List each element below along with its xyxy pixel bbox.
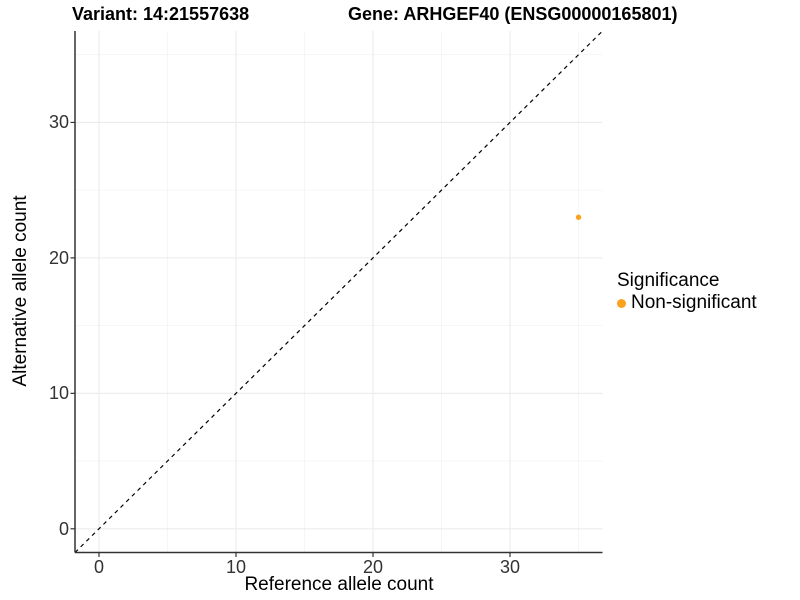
x-tick-label: 0 bbox=[93, 557, 104, 577]
y-tick-label: 30 bbox=[48, 112, 69, 133]
x-tick-label: 10 bbox=[225, 557, 246, 577]
x-axis-title: Reference allele count bbox=[244, 574, 434, 595]
identity-line bbox=[74, 30, 603, 553]
data-point bbox=[575, 214, 582, 220]
plot-title-variant: Variant: 14:21557638 bbox=[72, 4, 250, 24]
y-axis-title: Alternative allele count bbox=[10, 195, 31, 387]
y-tick-label: 10 bbox=[48, 383, 69, 404]
legend-key-dot-icon bbox=[617, 298, 626, 308]
x-tick-label: 30 bbox=[500, 557, 521, 577]
legend-item-label: Non-significant bbox=[631, 292, 757, 313]
y-tick-label: 0 bbox=[58, 518, 69, 539]
legend-title: Significance bbox=[617, 270, 720, 291]
legend-item-non-significant: Non-significant bbox=[617, 293, 757, 313]
y-tick-label: 20 bbox=[48, 247, 69, 268]
plot-title-gene: Gene: ARHGEF40 (ENSG00000165801) bbox=[348, 4, 678, 24]
x-tick-label: 20 bbox=[362, 557, 384, 577]
legend: Significance Non-significant bbox=[617, 271, 757, 313]
